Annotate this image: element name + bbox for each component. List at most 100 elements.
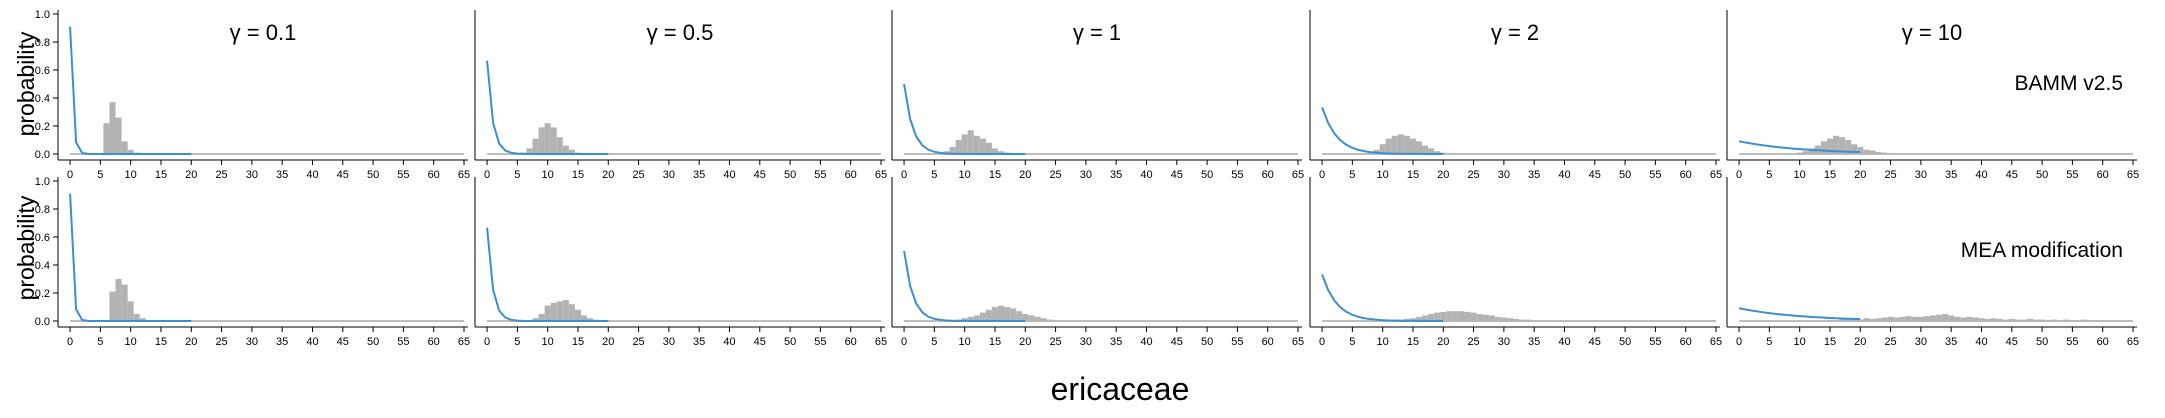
histogram-bar [1046, 319, 1053, 321]
histogram-bar [121, 141, 128, 154]
x-tick-label: 50 [784, 169, 796, 181]
x-tick-label: 35 [693, 169, 705, 181]
histogram-bar [1802, 151, 1809, 154]
panel-title-gamma: γ = 0.1 [230, 20, 297, 45]
histogram-bar [1869, 150, 1876, 154]
x-tick-label: 60 [845, 169, 857, 181]
x-tick-label: 60 [1680, 169, 1692, 181]
panel-r2-c1: 0 5 10 15 20 25 30 35 40 45 50 55 60 65 0.0 0.2 0.4 0.6 0.… [35, 176, 470, 348]
histogram-bar [2081, 319, 2088, 321]
y-tick-label: 0.6 [35, 65, 50, 77]
histogram-bar [2002, 319, 2009, 321]
x-tick-label: 50 [1619, 336, 1631, 348]
x-tick-label: 0 [67, 169, 73, 181]
x-tick-label: 10 [125, 336, 137, 348]
x-tick-label: 5 [931, 336, 937, 348]
histogram-bar [1820, 141, 1827, 154]
x-tick-label: 25 [1467, 336, 1479, 348]
histogram-bar [1537, 320, 1544, 321]
y-tick-label: 0.2 [35, 288, 50, 300]
histogram-bar [1990, 318, 1997, 321]
histogram-bar [115, 117, 122, 154]
histogram-bar [2020, 319, 2027, 321]
histogram-bar [556, 137, 563, 154]
histogram-bar [1004, 307, 1011, 321]
x-tick-label: 40 [1975, 336, 1987, 348]
x-tick-label: 35 [1945, 169, 1957, 181]
histogram-bar [1839, 319, 1846, 321]
x-tick-label: 65 [1292, 169, 1304, 181]
histogram-bar [1845, 319, 1852, 321]
x-tick-label: 10 [542, 169, 554, 181]
histogram-bar [1409, 138, 1416, 154]
x-tick-label: 15 [572, 169, 584, 181]
histogram-bar [587, 318, 594, 321]
x-tick-label: 5 [514, 169, 520, 181]
histogram-bar [1899, 316, 1906, 321]
histogram-bar [1470, 312, 1477, 321]
histogram-bar [526, 148, 533, 154]
x-tick-label: 5 [97, 336, 103, 348]
x-tick-label: 55 [1231, 169, 1243, 181]
y-axis-label-row-1: probability [13, 31, 39, 136]
histogram-bar [1028, 315, 1035, 321]
histogram-bar [1409, 318, 1416, 321]
x-tick-label: 50 [1201, 169, 1213, 181]
histogram-bar [532, 138, 539, 154]
histogram-bar [1887, 153, 1894, 154]
prior-line [903, 83, 1026, 155]
y-tick-label: 0.8 [35, 204, 50, 216]
x-tick-label: 15 [989, 169, 1001, 181]
x-tick-label: 40 [1140, 336, 1152, 348]
x-tick-label: 55 [1649, 336, 1661, 348]
prior-line [1738, 140, 1861, 154]
x-tick-label: 20 [185, 169, 197, 181]
histogram-bar [2033, 319, 2040, 321]
histogram-bar [979, 138, 986, 154]
prior-line [903, 250, 1026, 322]
x-tick-label: 30 [1080, 169, 1092, 181]
panel-title-gamma: γ = 2 [1491, 20, 1539, 45]
x-tick-label: 5 [1349, 169, 1355, 181]
histogram-bar [985, 142, 992, 154]
histogram-bar [538, 127, 545, 154]
x-tick-label: 65 [1292, 336, 1304, 348]
histogram-bar [1978, 318, 1985, 321]
x-tick-label: 20 [1437, 169, 1449, 181]
histogram-bar [1022, 314, 1029, 321]
x-tick-label: 20 [602, 169, 614, 181]
x-tick-label: 45 [337, 336, 349, 348]
panel-r2-c5: 0 5 10 15 20 25 30 35 40 45 50 55 60 65 MEA modificati… [1726, 177, 2139, 348]
x-tick-label: 35 [693, 336, 705, 348]
histogram-bar [1875, 318, 1882, 321]
histogram-bar [955, 140, 962, 154]
histogram-bar [1960, 317, 1967, 321]
x-tick-label: 25 [1467, 169, 1479, 181]
panels-group: 0 5 10 15 20 25 30 35 40 45 50 55 60 650.00.20.40.60.… [35, 9, 2139, 348]
panel-title-gamma: γ = 0.5 [647, 20, 714, 45]
histogram-bar [1458, 311, 1465, 321]
histogram-bar [562, 300, 569, 321]
x-tick-label: 60 [1262, 169, 1274, 181]
x-tick-label: 40 [1558, 169, 1570, 181]
row-method-label: MEA modification [1961, 239, 2123, 262]
histogram-bar [1416, 141, 1423, 154]
x-tick-label: 35 [1528, 169, 1540, 181]
x-tick-label: 60 [1680, 336, 1692, 348]
x-tick-label: 65 [2127, 336, 2139, 348]
x-tick-label: 35 [276, 336, 288, 348]
histogram-bar [949, 147, 956, 154]
x-tick-label: 25 [1049, 169, 1061, 181]
x-tick-label: 60 [1262, 336, 1274, 348]
panel-title-gamma: γ = 10 [1902, 20, 1963, 45]
histogram-bar [1452, 311, 1459, 321]
x-tick-label: 45 [2006, 169, 2018, 181]
x-tick-label: 35 [1110, 169, 1122, 181]
histogram-bar [1984, 318, 1991, 321]
x-tick-label: 40 [306, 336, 318, 348]
histogram-bar [1403, 135, 1410, 154]
x-tick-label: 60 [2097, 336, 2109, 348]
y-tick-label: 0.0 [35, 149, 50, 161]
histogram-bar [1869, 318, 1876, 321]
